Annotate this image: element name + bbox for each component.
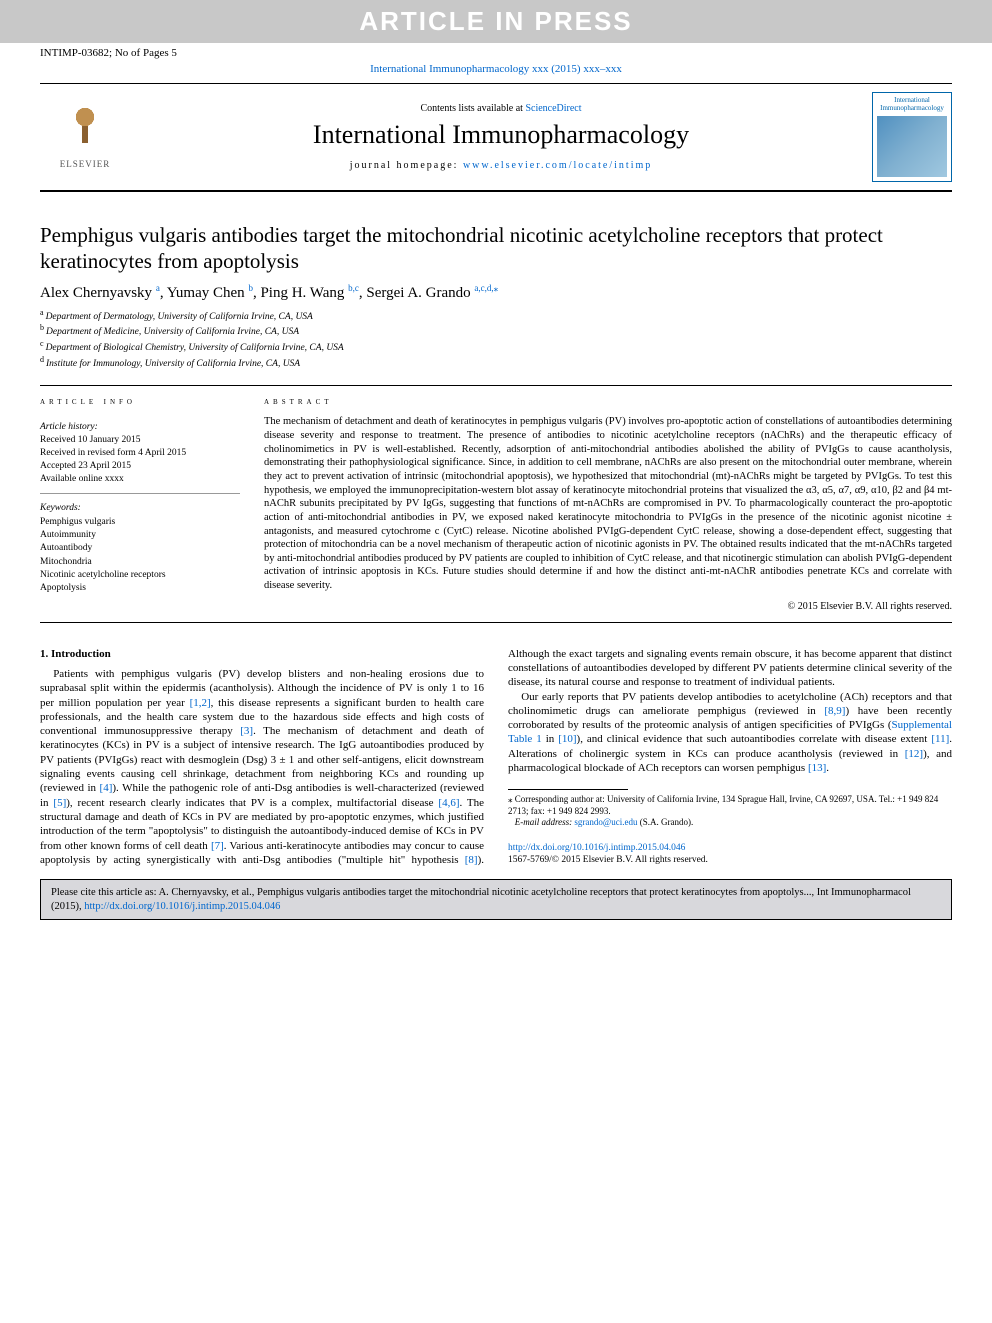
author-affiliation-sup: a — [156, 283, 160, 293]
contents-prefix: Contents lists available at — [420, 103, 525, 114]
footnote-separator — [508, 789, 628, 790]
author-name: Ping H. Wang — [260, 285, 348, 301]
ref-8[interactable]: [8] — [465, 854, 478, 866]
ref-13[interactable]: [13] — [808, 762, 826, 774]
cover-title: International Immunopharmacology — [880, 97, 944, 112]
journal-name: International Immunopharmacology — [130, 120, 872, 150]
section-1-heading: 1. Introduction — [40, 647, 484, 661]
elsevier-tree-icon — [60, 105, 110, 155]
affiliation-line: a Department of Dermatology, University … — [40, 308, 952, 324]
cover-image — [877, 116, 947, 177]
ref-12[interactable]: [12] — [905, 748, 923, 760]
p1e: ), recent research clearly indicates — [66, 797, 224, 809]
ref-11[interactable]: [11] — [931, 733, 949, 745]
author-name: Yumay Chen — [167, 285, 249, 301]
abstract-copyright: © 2015 Elsevier B.V. All rights reserved… — [264, 601, 952, 612]
affiliations: a Department of Dermatology, University … — [40, 308, 952, 372]
history-line: Received in revised form 4 April 2015 — [40, 447, 240, 460]
intro-para-2: Our early reports that PV patients devel… — [508, 690, 952, 776]
history-line: Available online xxxx — [40, 473, 240, 486]
affiliation-text: Department of Dermatology, University of… — [46, 312, 313, 322]
history-label: Article history: — [40, 421, 240, 434]
p2a-t: that PV is a complex, multifactorial dis… — [230, 797, 439, 809]
footnote-corr-text: Corresponding author at: University of C… — [508, 794, 938, 815]
doi-link[interactable]: http://dx.doi.org/10.1016/j.intimp.2015.… — [508, 843, 685, 853]
publisher-block: ELSEVIER — [40, 105, 130, 169]
ref-3[interactable]: [3] — [240, 725, 253, 737]
keywords: Keywords: Pemphigus vulgarisAutoimmunity… — [40, 502, 240, 595]
author-affiliation-sup: b — [248, 283, 253, 293]
keyword: Autoantibody — [40, 542, 240, 555]
keyword: Pemphigus vulgaris — [40, 516, 240, 529]
authors-line: Alex Chernyavsky a, Yumay Chen b, Ping H… — [40, 283, 952, 302]
homepage-prefix: journal homepage: — [350, 160, 463, 171]
article-info: article info Article history: Received 1… — [40, 396, 240, 611]
ref-10[interactable]: [10] — [558, 733, 576, 745]
affiliation-text: Department of Medicine, University of Ca… — [46, 328, 299, 338]
info-abstract-row: article info Article history: Received 1… — [40, 385, 952, 622]
ref-8-9[interactable]: [8,9] — [824, 705, 845, 717]
body-columns: 1. Introduction Patients with pemphigus … — [40, 647, 952, 867]
p3g: . — [826, 762, 829, 774]
journal-ref-line: International Immunopharmacology xxx (20… — [0, 61, 992, 83]
article-history: Article history: Received 10 January 201… — [40, 421, 240, 494]
ref-4[interactable]: [4] — [100, 782, 113, 794]
email-label: E-mail address: — [515, 817, 572, 827]
history-line: Accepted 23 April 2015 — [40, 460, 240, 473]
publisher-name: ELSEVIER — [60, 159, 111, 169]
header-row: INTIMP-03682; No of Pages 5 — [0, 43, 992, 61]
author-name: Sergei A. Grando — [366, 285, 474, 301]
article-id: INTIMP-03682; No of Pages 5 — [40, 47, 177, 59]
article-info-heading: article info — [40, 396, 240, 413]
author-affiliation-sup: a,c,d, — [474, 283, 493, 293]
ref-7[interactable]: [7] — [211, 840, 224, 852]
keywords-label: Keywords: — [40, 502, 240, 515]
affiliation-line: d Institute for Immunology, University o… — [40, 355, 952, 371]
homepage-line: journal homepage: www.elsevier.com/locat… — [130, 160, 872, 171]
ref-4-6[interactable]: [4,6] — [438, 797, 459, 809]
abstract-text: The mechanism of detachment and death of… — [264, 415, 952, 592]
email-paren: (S.A. Grando). — [640, 817, 694, 827]
p3c: in — [542, 733, 558, 745]
cover-line2: Immunopharmacology — [880, 105, 944, 113]
affiliation-line: c Department of Biological Chemistry, Un… — [40, 339, 952, 355]
corresponding-star-icon: ⁎ — [494, 283, 499, 293]
history-line: Received 10 January 2015 — [40, 434, 240, 447]
keyword: Autoimmunity — [40, 529, 240, 542]
ref-1-2[interactable]: [1,2] — [190, 697, 211, 709]
email-link[interactable]: sgrando@uci.edu — [574, 817, 637, 827]
p3d: ), and clinical evidence that such autoa… — [577, 733, 932, 745]
article-in-press-banner: ARTICLE IN PRESS — [0, 0, 992, 43]
abstract: abstract The mechanism of detachment and… — [264, 396, 952, 611]
masthead-center: Contents lists available at ScienceDirec… — [130, 103, 872, 171]
cite-doi-link[interactable]: http://dx.doi.org/10.1016/j.intimp.2015.… — [84, 901, 280, 912]
issn-copyright: 1567-5769/© 2015 Elsevier B.V. All right… — [508, 855, 708, 865]
affiliation-text: Department of Biological Chemistry, Univ… — [46, 344, 344, 354]
ref-5[interactable]: [5] — [53, 797, 66, 809]
citation-box: Please cite this article as: A. Chernyav… — [40, 879, 952, 920]
keyword: Apoptolysis — [40, 582, 240, 595]
journal-ref-link[interactable]: International Immunopharmacology xxx (20… — [370, 63, 622, 75]
affiliation-text: Institute for Immunology, University of … — [46, 360, 300, 370]
doi-block: http://dx.doi.org/10.1016/j.intimp.2015.… — [508, 842, 952, 867]
keyword: Nicotinic acetylcholine receptors — [40, 569, 240, 582]
author-affiliation-sup: b,c — [348, 283, 359, 293]
keyword: Mitochondria — [40, 556, 240, 569]
homepage-link[interactable]: www.elsevier.com/locate/intimp — [463, 160, 652, 171]
corresponding-author-footnote: ⁎ Corresponding author at: University of… — [508, 794, 952, 828]
article-title: Pemphigus vulgaris antibodies target the… — [40, 222, 952, 275]
footnote-star-icon: ⁎ — [508, 794, 513, 804]
contents-line: Contents lists available at ScienceDirec… — [130, 103, 872, 114]
sciencedirect-link[interactable]: ScienceDirect — [525, 103, 581, 114]
affiliation-line: b Department of Medicine, University of … — [40, 323, 952, 339]
journal-cover: International Immunopharmacology — [872, 92, 952, 182]
masthead: ELSEVIER Contents lists available at Sci… — [40, 83, 952, 192]
abstract-heading: abstract — [264, 396, 952, 407]
author-name: Alex Chernyavsky — [40, 285, 156, 301]
